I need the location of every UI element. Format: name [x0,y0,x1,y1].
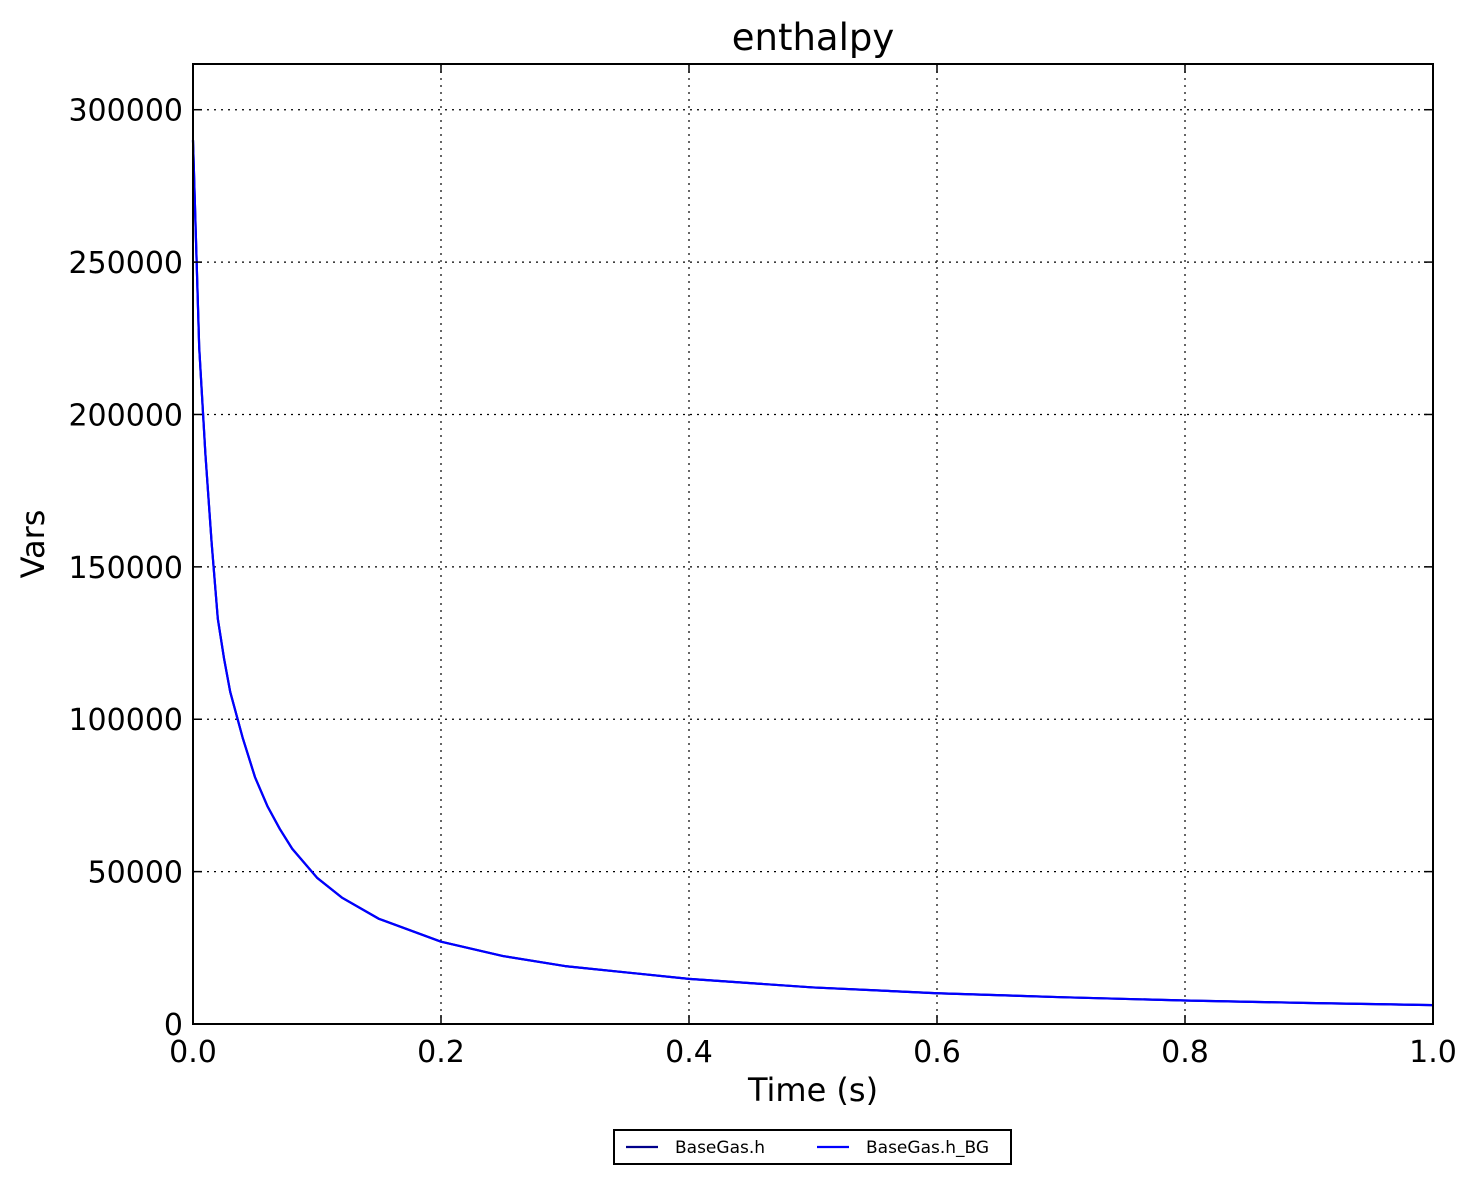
y-axis-label: Vars [14,510,52,579]
chart-title: enthalpy [732,16,895,59]
plot-area-frame [192,63,1434,1025]
legend: BaseGas.h BaseGas.h_BG [613,1129,1012,1165]
x-tick-label: 0.0 [169,1035,217,1070]
y-tick-label: 200000 [68,398,183,433]
grid [193,64,1433,1024]
x-tick-label: 0.6 [913,1035,961,1070]
y-tick-label: 250000 [68,246,183,281]
y-tick-label: 50000 [88,856,183,891]
tick-labels: 0.0 0.2 0.4 0.6 0.8 1.0 0 50000 100000 150000 2000… [68,94,1456,1070]
y-tick-label: 150000 [68,551,183,586]
legend-label-basegas-h-bg: BaseGas.h_BG [866,1138,989,1158]
y-tick-label: 0 [164,1008,183,1043]
series-line-basegas-h [191,140,1434,1007]
x-tick-label: 0.8 [1161,1035,1209,1070]
series-line-basegas-h-bg [191,140,1434,1007]
y-tick-label: 300000 [68,94,183,129]
x-tick-label: 1.0 [1409,1035,1457,1070]
x-tick-label: 0.2 [417,1035,465,1070]
series-group [191,140,1434,1007]
legend-label-basegas-h: BaseGas.h [675,1138,765,1158]
ticks [192,64,1434,1025]
x-axis-label: Time (s) [747,1071,878,1109]
y-tick-label: 100000 [68,703,183,738]
legend-box [613,1129,1012,1165]
x-tick-label: 0.4 [665,1035,713,1070]
